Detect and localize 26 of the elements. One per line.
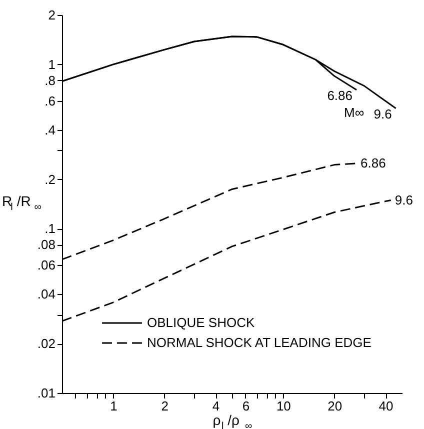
y-tick-label: 2 <box>48 8 56 22</box>
y-tick-label: .08 <box>37 237 56 252</box>
y-tick-label: .6 <box>44 93 56 108</box>
y-tick-label: .02 <box>37 336 56 352</box>
annotation: 6.86 <box>360 155 386 170</box>
x-tick-label: 2 <box>161 398 168 414</box>
y-tick-label: .2 <box>44 172 56 187</box>
x-tick-label: 20 <box>328 398 342 414</box>
y-tick-label: .1 <box>44 221 56 236</box>
legend-label: NORMAL SHOCK AT LEADING EDGE <box>147 335 372 350</box>
x-tick-label: 40 <box>378 398 394 414</box>
legend-label: OBLIQUE SHOCK <box>147 315 255 330</box>
y-tick-label: .01 <box>37 386 56 400</box>
annotation: 9.6 <box>394 192 413 208</box>
annotation: 9.6 <box>374 106 392 122</box>
y-tick-label: .4 <box>44 122 56 138</box>
x-tick-label: 10 <box>276 398 291 414</box>
annotation: 6.86 <box>327 88 353 103</box>
y-tick-label: .04 <box>37 286 56 302</box>
y-tick-label: .06 <box>37 258 56 273</box>
x-tick-label: 6 <box>242 398 250 414</box>
x-tick-label: 4 <box>212 398 220 414</box>
y-tick-label: .8 <box>44 72 56 88</box>
annotation: M∞ <box>344 105 364 120</box>
x-tick-label: 1 <box>110 398 118 414</box>
y-tick-label: 1 <box>48 56 56 72</box>
